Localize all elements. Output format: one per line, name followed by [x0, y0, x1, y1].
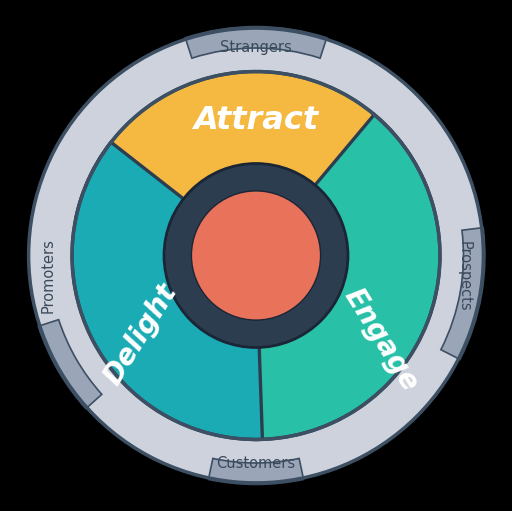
Text: Strangers: Strangers [220, 40, 292, 55]
Text: Customers: Customers [217, 456, 295, 471]
Circle shape [192, 192, 320, 319]
Text: Promoters: Promoters [40, 239, 55, 313]
Wedge shape [185, 27, 327, 58]
Wedge shape [38, 319, 102, 409]
Text: Delight: Delight [99, 279, 183, 390]
Wedge shape [29, 28, 483, 483]
Text: Attract: Attract [194, 105, 318, 135]
Text: Engage: Engage [338, 283, 424, 397]
Text: Prospects: Prospects [457, 241, 472, 311]
Wedge shape [164, 164, 348, 347]
Wedge shape [72, 142, 263, 439]
Wedge shape [441, 227, 485, 359]
Wedge shape [208, 458, 304, 484]
Wedge shape [76, 72, 426, 237]
Wedge shape [249, 114, 440, 439]
